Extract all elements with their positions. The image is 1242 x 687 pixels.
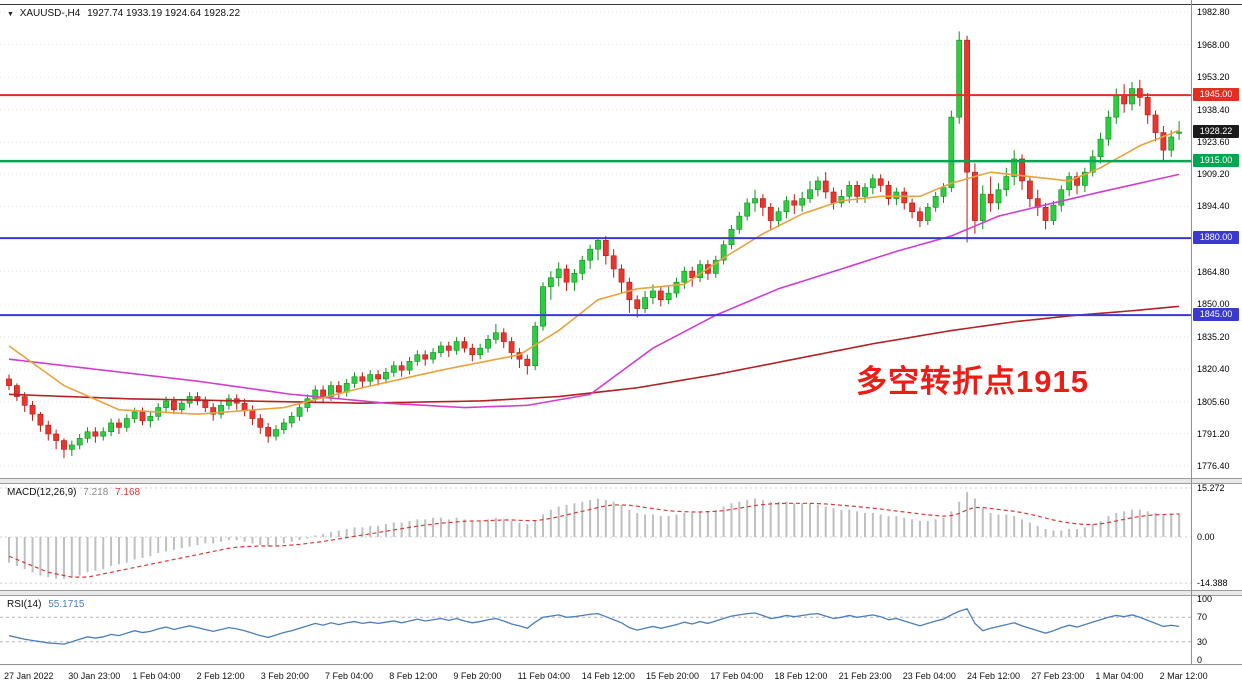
candlesticks xyxy=(6,31,1182,459)
annotation-text: 多空转折点1915 xyxy=(856,364,1089,399)
expand-icon[interactable]: ▼ xyxy=(7,11,14,18)
time-axis-label: 1 Mar 04:00 xyxy=(1095,671,1144,681)
macd-chart[interactable] xyxy=(0,484,1192,590)
rsi-value: 55.1715 xyxy=(48,599,85,610)
price-badge: 1880.00 xyxy=(1193,231,1239,245)
rsi-axis-label: 70 xyxy=(1197,612,1208,623)
macd-histogram xyxy=(8,492,1181,579)
time-axis-label: 27 Feb 23:00 xyxy=(1031,671,1085,681)
macd-label: MACD(12,26,9) xyxy=(7,487,77,498)
time-axis-label: 11 Feb 04:00 xyxy=(517,671,570,681)
time-axis-label: 3 Feb 20:00 xyxy=(260,671,309,681)
time-axis-label: 23 Feb 04:00 xyxy=(902,671,956,681)
macd-axis-label: 0.00 xyxy=(1197,532,1215,542)
price-tick-label: 1894.40 xyxy=(1197,201,1230,212)
time-axis-label: 27 Jan 2022 xyxy=(4,671,54,681)
price-tick-label: 1938.40 xyxy=(1197,104,1230,115)
symbol-label: XAUUSD-,H4 xyxy=(19,8,81,19)
price-tick-label: 1805.60 xyxy=(1197,396,1230,407)
window-top-border xyxy=(0,4,1242,5)
ma_mid-line[interactable] xyxy=(8,173,1180,409)
time-axis-label: 15 Feb 20:00 xyxy=(646,671,700,681)
rsi-axis-label: 30 xyxy=(1197,636,1208,647)
time-axis-label: 9 Feb 20:00 xyxy=(453,671,502,681)
price-axis[interactable]: 1982.80 1968.00 1953.20 1938.40 1923.60 1909.… xyxy=(1192,0,1242,478)
time-axis-label: 2 Mar 12:00 xyxy=(1159,671,1208,681)
price-chart[interactable] xyxy=(0,0,1192,478)
rsi-label: RSI(14) xyxy=(7,599,42,610)
price-badge: 1915.00 xyxy=(1193,154,1239,168)
price-tick-label: 1820.40 xyxy=(1197,364,1230,375)
rsi-axis: 100 70 30 0 xyxy=(1192,594,1242,665)
macd-axis-label: 15.272 xyxy=(1197,483,1225,494)
time-axis[interactable]: 27 Jan 2022 30 Jan 23:00 1 Feb 04:00 2 Feb … xyxy=(0,664,1242,687)
time-axis-label: 21 Feb 23:00 xyxy=(838,671,892,681)
rsi-axis-label: 100 xyxy=(1197,594,1213,604)
price-tick-label: 1982.80 xyxy=(1197,7,1230,17)
price-badge: 1928.22 xyxy=(1193,125,1239,139)
rsi-line xyxy=(8,607,1180,645)
price-tick-label: 1968.00 xyxy=(1197,39,1230,50)
price-tick-label: 1923.60 xyxy=(1197,137,1230,148)
time-axis-label: 30 Jan 23:00 xyxy=(68,671,121,681)
time-axis-label: 8 Feb 12:00 xyxy=(389,671,438,681)
time-axis-label: 17 Feb 04:00 xyxy=(710,671,764,681)
time-axis-label: 14 Feb 12:00 xyxy=(581,671,635,681)
macd-signal-value: 7.168 xyxy=(115,487,141,498)
ma_slow-line[interactable] xyxy=(8,305,1180,404)
time-axis-label: 1 Feb 04:00 xyxy=(132,671,181,681)
macd-axis: 15.272 0.00 -14.388 xyxy=(1192,483,1242,590)
macd-main-value: 7.218 xyxy=(83,487,109,498)
axis-border xyxy=(1191,0,1192,664)
price-badge: 1945.00 xyxy=(1193,88,1239,102)
rsi-chart[interactable] xyxy=(0,596,1192,664)
rsi-axis-label: 0 xyxy=(1197,655,1203,665)
time-axis-label: 24 Feb 12:00 xyxy=(967,671,1021,681)
price-tick-label: 1835.20 xyxy=(1197,331,1230,342)
panel-separator[interactable] xyxy=(0,590,1242,596)
time-axis-label: 2 Feb 12:00 xyxy=(196,671,245,681)
macd-header: MACD(12,26,9) 7.218 7.168 xyxy=(7,487,140,498)
ohlc-values: 1927.74 1933.19 1924.64 1928.22 xyxy=(87,8,241,19)
ma_fast-line[interactable] xyxy=(8,129,1180,415)
price-tick-label: 1776.40 xyxy=(1197,461,1230,472)
macd-signal-line xyxy=(8,502,1180,578)
time-axis-label: 7 Feb 04:00 xyxy=(325,671,374,681)
price-tick-label: 1850.00 xyxy=(1197,299,1230,310)
price-tick-label: 1864.80 xyxy=(1197,266,1230,277)
price-tick-label: 1953.20 xyxy=(1197,72,1230,83)
rsi-header: RSI(14) 55.1715 xyxy=(7,599,84,610)
time-axis-label: 18 Feb 12:00 xyxy=(774,671,828,681)
price-badge: 1845.00 xyxy=(1193,308,1239,322)
panel-separator[interactable] xyxy=(0,478,1242,484)
price-tick-label: 1791.20 xyxy=(1197,428,1230,439)
chart-header: ▼ XAUUSD-,H4 1927.74 1933.19 1924.64 192… xyxy=(7,8,244,19)
price-tick-label: 1909.20 xyxy=(1197,168,1230,179)
macd-axis-label: -14.388 xyxy=(1197,578,1228,589)
